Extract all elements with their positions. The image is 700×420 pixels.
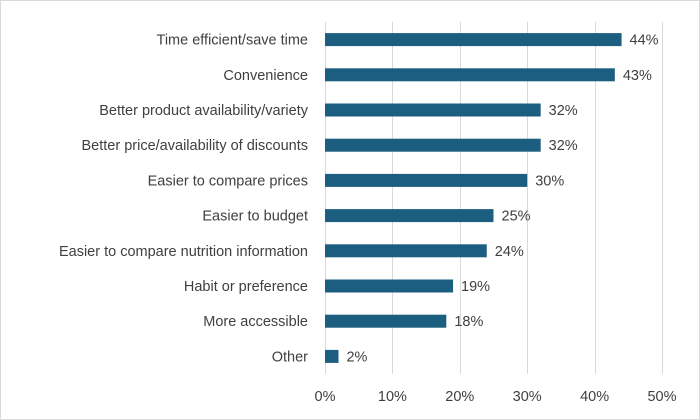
category-label: Better product availability/variety <box>99 103 308 119</box>
value-label: 30% <box>535 173 564 189</box>
bar <box>325 314 447 328</box>
x-axis-tick-labels: 0% 10% 20% 30% 40% 50% <box>315 389 677 405</box>
bar <box>325 279 454 293</box>
x-tick-label: 50% <box>647 389 676 405</box>
bar <box>325 68 615 82</box>
bar <box>325 209 494 223</box>
category-label: Time efficient/save time <box>157 33 309 49</box>
category-labels: Time efficient/save time Convenience Bette… <box>59 33 309 366</box>
value-label: 43% <box>623 68 652 84</box>
bar <box>325 244 487 258</box>
bar <box>325 349 339 363</box>
category-label: Habit or preference <box>184 279 308 295</box>
value-label: 32% <box>549 103 578 119</box>
value-label: 44% <box>630 33 659 49</box>
bars <box>325 33 622 363</box>
value-label: 32% <box>549 138 578 154</box>
bar <box>325 173 528 187</box>
category-label: Other <box>272 349 308 365</box>
value-label: 24% <box>495 244 524 260</box>
value-label: 19% <box>461 279 490 295</box>
x-tick-label: 0% <box>315 389 336 405</box>
value-label: 25% <box>502 209 531 225</box>
bar <box>325 103 541 117</box>
bar <box>325 33 622 47</box>
category-label: Easier to compare prices <box>148 173 308 189</box>
bar <box>325 138 541 152</box>
x-tick-label: 20% <box>445 389 474 405</box>
category-label: Easier to compare nutrition information <box>59 244 308 260</box>
category-label: Better price/availability of discounts <box>82 138 308 154</box>
x-tick-label: 40% <box>580 389 609 405</box>
value-label: 18% <box>454 314 483 330</box>
category-label: More accessible <box>203 314 308 330</box>
x-tick-label: 30% <box>513 389 542 405</box>
x-tick-label: 10% <box>378 389 407 405</box>
category-label: Convenience <box>223 68 308 84</box>
value-labels: 44% 43% 32% 32% 30% 25% 24% 19% 18% 2% <box>346 33 658 366</box>
category-label: Easier to budget <box>202 209 308 225</box>
value-label: 2% <box>346 349 367 365</box>
